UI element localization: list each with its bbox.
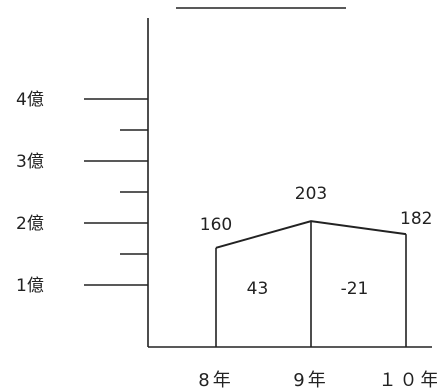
y-tick-label-3: 3億 [16, 152, 44, 172]
bar-outlines [215, 221, 407, 347]
difference-label-2: -21 [341, 279, 369, 299]
y-tick-label-4: 4億 [16, 90, 44, 110]
y-tick-label-1: 1億 [16, 276, 44, 296]
series-polyline [215, 220, 407, 249]
x-axis-labels: 8年 9年 １０年 [198, 370, 437, 391]
difference-label-1: 43 [247, 279, 269, 299]
y-tick-label-2: 2億 [16, 214, 44, 234]
value-labels: 160 203 182 [200, 184, 433, 235]
y-axis-ticks [84, 98, 148, 286]
series-line [215, 220, 407, 249]
difference-labels: 43 -21 [247, 279, 369, 299]
x-tick-label-1: 8年 [198, 370, 233, 391]
x-tick-label-2: 9年 [293, 370, 328, 391]
value-label-10年: 182 [400, 209, 432, 229]
value-label-9年: 203 [295, 184, 327, 204]
y-axis-labels: 1億 2億 3億 4億 [16, 90, 44, 296]
x-tick-label-3: １０年 [379, 370, 437, 391]
value-label-8年: 160 [200, 215, 232, 235]
axes [147, 18, 432, 348]
